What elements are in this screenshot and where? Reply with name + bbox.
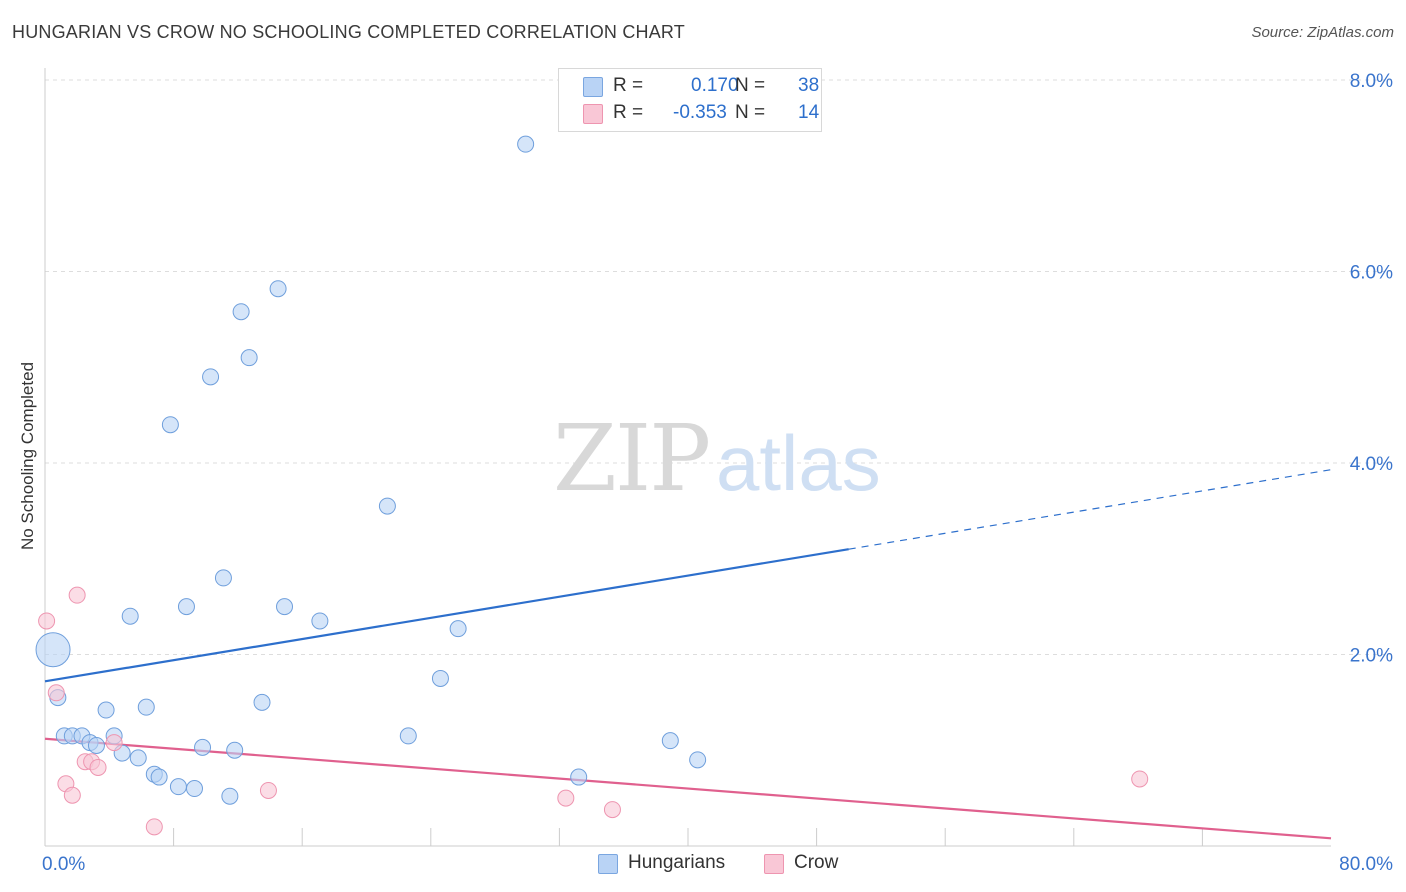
- r-label: R =: [613, 75, 644, 96]
- hungarians-point: [661, 732, 679, 750]
- hungarians-trend-line: [44, 548, 849, 683]
- y-axis-label: No Schooling Completed: [18, 361, 37, 551]
- hungarians-point: [399, 727, 417, 745]
- hungarians-point: [169, 778, 187, 796]
- x-tick-label: 80.0%: [1339, 854, 1393, 875]
- hungarians-point: [161, 416, 179, 434]
- r-value: -0.353: [673, 102, 727, 123]
- watermark-zip: ZIP: [553, 405, 709, 512]
- chart-title: HUNGARIAN VS CROW NO SCHOOLING COMPLETED…: [12, 22, 686, 42]
- hungarians-point: [226, 741, 244, 759]
- crow-legend-swatch: [764, 854, 784, 874]
- hungarians-point: [378, 497, 396, 515]
- hungarians-point: [177, 598, 195, 616]
- hungarians-point: [253, 693, 271, 711]
- hungarians-point: [570, 768, 588, 786]
- hungarians-point: [240, 349, 258, 367]
- hungarians-point: [276, 598, 294, 616]
- hungarians-point: [194, 738, 212, 756]
- x-tick-label: 0.0%: [42, 854, 85, 875]
- hungarians-point: [121, 607, 139, 625]
- crow-point: [603, 801, 621, 819]
- hungarians-point: [137, 698, 155, 716]
- hungarians-legend-swatch: [598, 854, 618, 874]
- legend-label-hungarians: Hungarians: [628, 852, 726, 873]
- hungarians-point: [35, 632, 71, 668]
- crow-point: [105, 734, 123, 752]
- hungarians-point: [150, 768, 168, 786]
- crow-point: [38, 612, 56, 630]
- tick-labels: 2.0% 4.0% 6.0% 8.0% 0.0% 80.0%: [42, 71, 1393, 875]
- hungarians-point: [689, 751, 707, 769]
- watermark-atlas: atlas: [716, 419, 881, 507]
- crow-point: [557, 789, 575, 807]
- crow-point: [145, 818, 163, 836]
- trend-lines: [44, 469, 1332, 840]
- y-tick-label: 8.0%: [1350, 71, 1393, 92]
- r-label: R =: [613, 102, 644, 123]
- y-tick-label: 4.0%: [1350, 454, 1393, 475]
- n-label: N =: [735, 102, 766, 123]
- source-label: Source: ZipAtlas.com: [1251, 24, 1394, 41]
- r-value: 0.170: [691, 75, 739, 96]
- crow-point: [89, 758, 107, 776]
- n-value: 38: [798, 75, 820, 96]
- crow-point: [68, 586, 86, 604]
- axes: [44, 68, 1331, 847]
- crow-point: [47, 684, 65, 702]
- hungarians-point: [431, 669, 449, 687]
- hungarians-point: [311, 612, 329, 630]
- grid-lines: [45, 79, 1392, 655]
- hungarians-point: [87, 736, 105, 754]
- n-label: N =: [735, 75, 766, 96]
- hungarians-point: [202, 368, 220, 386]
- hungarians-point: [129, 749, 147, 767]
- hungarians-point: [449, 620, 467, 638]
- data-points: [35, 135, 1149, 836]
- hungarians-point: [185, 780, 203, 798]
- hungarians-trend-extension: [848, 469, 1332, 550]
- crow-point: [63, 786, 81, 804]
- crow-trend-line: [44, 737, 1332, 840]
- hungarians-point: [232, 303, 250, 321]
- n-value: 14: [798, 102, 820, 123]
- y-tick-label: 6.0%: [1350, 263, 1393, 284]
- crow-point: [1131, 770, 1149, 788]
- correlation-stats-box: R = 0.170 N = 38 R = -0.353 N = 14: [558, 68, 822, 132]
- hungarians-point: [517, 135, 535, 153]
- hungarians-point: [97, 701, 115, 719]
- hungarians-point: [269, 280, 287, 298]
- watermark: ZIP atlas: [553, 405, 881, 512]
- crow-swatch: [583, 104, 603, 124]
- hungarians-swatch: [583, 77, 603, 97]
- hungarians-point: [214, 569, 232, 587]
- y-tick-label: 2.0%: [1350, 646, 1393, 667]
- hungarians-point: [221, 787, 239, 805]
- crow-point: [259, 781, 277, 799]
- legend-label-crow: Crow: [794, 852, 839, 873]
